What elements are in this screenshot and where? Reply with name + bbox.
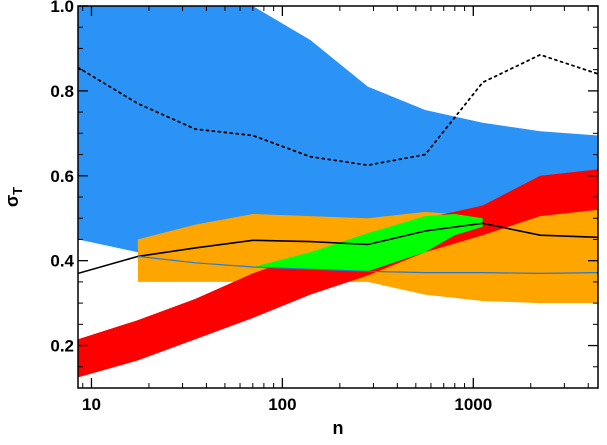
- y-tick-label: 0.8: [50, 82, 74, 101]
- band-3: [252, 214, 483, 272]
- lines-layer: [78, 53, 598, 275]
- y-tick-label: 1.0: [50, 0, 74, 16]
- y-tick-label: 0.6: [50, 167, 74, 186]
- ticks-layer: 10 100 1000 0.2 0.4 0.6 0.8 1.0: [50, 0, 598, 414]
- x-tick-label: 1000: [454, 395, 492, 414]
- x-axis-label: n: [333, 418, 344, 438]
- x-tick-label: 100: [268, 395, 296, 414]
- y-axis-label-symbol: σ: [2, 195, 22, 207]
- y-axis-label-subscript: T: [10, 187, 25, 195]
- series-line-0: [78, 222, 598, 275]
- x-tick-label: 10: [82, 395, 101, 414]
- y-axis-label: σT: [2, 187, 25, 207]
- band-0: [78, 6, 598, 274]
- bands-layer: [78, 6, 598, 378]
- series-line-1: [137, 255, 598, 275]
- series-line-2: [78, 53, 598, 167]
- y-tick-label: 0.2: [50, 337, 74, 356]
- y-tick-label: 0.4: [50, 252, 74, 271]
